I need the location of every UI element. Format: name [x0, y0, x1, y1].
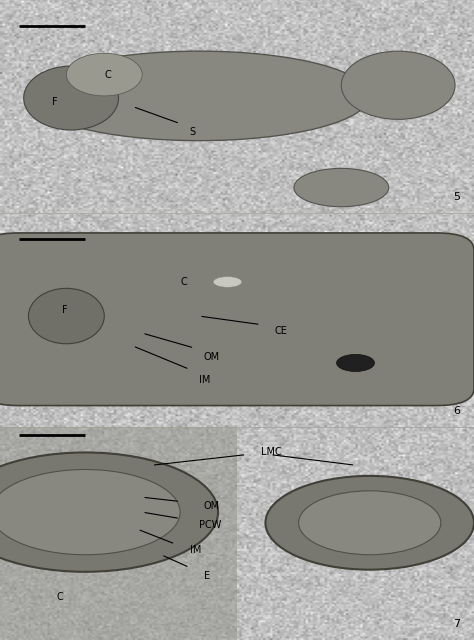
Text: C: C [180, 277, 187, 287]
Ellipse shape [24, 66, 119, 130]
Ellipse shape [341, 51, 455, 119]
Text: F: F [62, 305, 67, 315]
FancyBboxPatch shape [0, 427, 237, 640]
Text: PCW: PCW [199, 520, 221, 530]
Circle shape [337, 355, 374, 371]
Text: OM: OM [204, 500, 220, 511]
Text: CE: CE [275, 326, 288, 336]
Circle shape [299, 491, 441, 555]
Text: OM: OM [204, 351, 220, 362]
Text: 5: 5 [453, 193, 460, 202]
Ellipse shape [213, 276, 242, 287]
Text: LMC: LMC [261, 447, 282, 458]
Ellipse shape [66, 53, 142, 96]
Text: C: C [57, 593, 64, 602]
Ellipse shape [28, 51, 370, 141]
Circle shape [265, 476, 474, 570]
Ellipse shape [294, 168, 389, 207]
Ellipse shape [28, 289, 104, 344]
Text: IM: IM [190, 545, 201, 556]
Circle shape [0, 470, 180, 555]
Text: IM: IM [199, 375, 210, 385]
Text: E: E [204, 571, 210, 581]
Text: C: C [104, 70, 111, 79]
Text: F: F [52, 97, 58, 108]
Text: S: S [190, 127, 196, 137]
Text: 6: 6 [453, 406, 460, 416]
Circle shape [0, 452, 218, 572]
Text: 7: 7 [453, 620, 460, 629]
FancyBboxPatch shape [0, 233, 474, 406]
